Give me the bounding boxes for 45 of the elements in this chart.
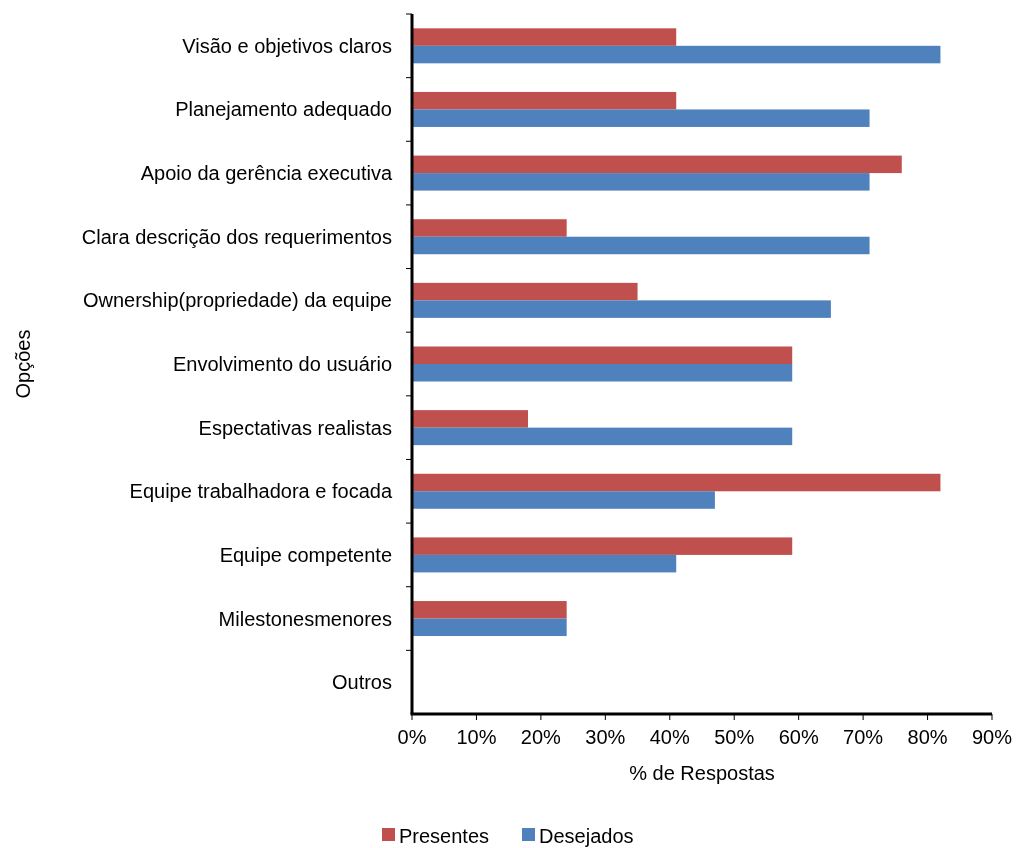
x-tick-label: 20% [520, 726, 562, 748]
y-tick-label: Equipe competente [219, 543, 392, 566]
x-axis-title: % de Respostas [629, 762, 775, 784]
bar [412, 410, 528, 428]
y-tick-label: Visão e objetivos claros [182, 34, 392, 57]
bar [412, 473, 941, 492]
x-tick-label: 60% [778, 726, 819, 748]
x-tick-label: 0% [397, 726, 427, 748]
y-tick-label: Clara descrição dos requerimentos [81, 225, 392, 248]
bar [412, 155, 902, 174]
y-tick-label: Envolvimento do usuário [172, 353, 392, 375]
bar [412, 219, 567, 237]
bar [412, 618, 567, 637]
x-tick-label: 90% [971, 726, 1013, 748]
bar [412, 282, 638, 301]
x-tick-label: 30% [585, 726, 626, 748]
bar [412, 364, 793, 382]
y-tick-label: Outros [331, 671, 392, 694]
y-tick-label: Espectativas realistas [198, 416, 392, 439]
x-tick-label: 70% [843, 726, 884, 748]
x-tick-label: 10% [456, 726, 497, 748]
bar [412, 236, 870, 255]
y-axis-title: Opções [12, 329, 34, 399]
bar [412, 300, 831, 318]
x-tick-label: 40% [649, 726, 691, 748]
y-tick-label: Equipe trabalhadora e focada [129, 480, 393, 503]
bar [412, 537, 793, 555]
bar [412, 491, 715, 509]
bar [412, 173, 870, 191]
x-tick-label: 80% [907, 726, 948, 748]
bar [412, 91, 677, 110]
bar [412, 109, 870, 127]
bar [412, 28, 677, 46]
bar [412, 45, 941, 64]
bar [412, 601, 567, 619]
y-tick-label: Apoio da gerência executiva [140, 162, 393, 185]
legend-label: Presentes [399, 825, 490, 847]
y-tick-label: Milestonesmenores [218, 607, 392, 630]
bar [412, 346, 793, 364]
x-tick-label: 50% [714, 726, 755, 748]
bar [412, 427, 793, 446]
y-tick-label: Planejamento adequado [175, 98, 392, 121]
y-tick-label: Ownership(propriedade) da equipe [82, 289, 392, 312]
legend-label: Desejados [539, 825, 634, 847]
bar [412, 554, 677, 573]
